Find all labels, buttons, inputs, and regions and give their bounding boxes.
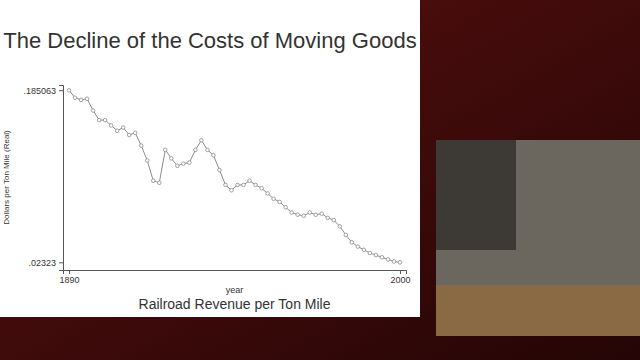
data-line <box>69 90 400 262</box>
data-point <box>103 118 107 122</box>
data-point <box>157 181 161 185</box>
data-point <box>314 213 318 217</box>
data-point <box>266 192 270 196</box>
data-point <box>91 109 95 113</box>
data-point <box>218 168 222 172</box>
data-point <box>398 261 402 265</box>
y-tick-label: .02323 <box>28 258 56 268</box>
data-point <box>338 225 342 229</box>
y-axis-title: Dollars per Ton Mile (Real) <box>2 130 11 225</box>
data-point <box>392 260 396 264</box>
data-point <box>254 183 258 187</box>
data-point <box>194 148 198 152</box>
video-desk <box>436 285 640 336</box>
data-point <box>320 212 324 216</box>
data-point <box>188 161 192 165</box>
y-tick-label: .185063 <box>23 86 56 96</box>
video-inset <box>436 140 640 336</box>
data-point <box>272 197 276 201</box>
x-axis: 1890 2000 <box>60 270 411 285</box>
data-point <box>374 253 378 257</box>
background <box>0 0 640 360</box>
data-point <box>302 214 306 218</box>
data-point <box>230 188 234 192</box>
y-tick: .185063 <box>23 86 63 96</box>
data-point <box>344 233 348 237</box>
data-point <box>206 148 210 152</box>
data-point <box>350 241 354 245</box>
data-point <box>151 179 155 183</box>
data-point <box>362 248 366 252</box>
data-point <box>109 124 113 128</box>
data-point <box>326 216 330 220</box>
data-point <box>73 96 77 100</box>
caption: Railroad Revenue per Ton Mile <box>139 296 331 312</box>
x-tick: 1890 <box>60 270 80 285</box>
y-tick-mark <box>59 262 63 263</box>
data-point <box>212 153 216 157</box>
data-point <box>79 98 83 102</box>
data-point <box>290 211 294 215</box>
data-point <box>278 200 282 204</box>
x-tick: 2000 <box>390 270 410 285</box>
data-point <box>260 186 264 190</box>
x-tick-label: 1890 <box>60 275 80 285</box>
data-point <box>308 211 312 215</box>
plot-area <box>67 89 402 265</box>
x-tick-label: 2000 <box>390 275 410 285</box>
data-point <box>85 97 89 101</box>
data-point <box>368 251 372 255</box>
data-point <box>296 213 300 217</box>
data-point <box>380 255 384 259</box>
slide <box>0 0 420 317</box>
data-point <box>242 183 246 187</box>
data-point <box>284 205 288 209</box>
data-point <box>182 162 186 166</box>
x-axis-title: year <box>226 285 244 295</box>
data-point <box>200 138 204 142</box>
data-point <box>248 179 252 183</box>
y-tick-mark <box>59 90 63 91</box>
video-board <box>436 140 516 250</box>
data-point <box>386 258 390 262</box>
data-point <box>332 218 336 222</box>
x-axis-line <box>64 271 407 275</box>
data-point <box>67 89 71 93</box>
data-point <box>127 133 131 137</box>
data-point <box>163 148 167 152</box>
chart-title: The Decline of the Costs of Moving Goods <box>3 28 416 53</box>
data-point <box>236 183 240 187</box>
y-tick: .02323 <box>28 258 63 268</box>
x-tick-mark <box>69 270 70 274</box>
page: The Decline of the Costs of Moving Goods… <box>0 0 640 360</box>
data-point <box>97 118 101 122</box>
data-point <box>170 157 174 161</box>
data-point <box>356 245 360 249</box>
data-point <box>139 144 143 148</box>
data-point <box>133 131 137 135</box>
data-point <box>115 129 119 133</box>
data-point <box>145 159 149 163</box>
data-point <box>176 164 180 168</box>
y-axis: .02323 .185063 <box>23 86 63 271</box>
data-point <box>121 126 125 130</box>
x-tick-mark <box>400 270 401 274</box>
data-point <box>224 183 228 187</box>
y-axis-line <box>59 86 64 271</box>
